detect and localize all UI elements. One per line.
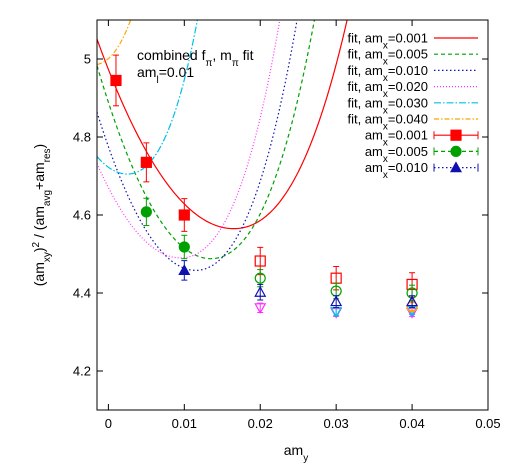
data-point-filled xyxy=(178,264,191,275)
annotation-line2: aml=0.01 xyxy=(137,64,194,86)
fit-curves xyxy=(97,20,348,271)
y-tick-label: 5 xyxy=(84,52,91,67)
data-point-open xyxy=(330,295,343,307)
x-tick-label: 0.04 xyxy=(399,416,424,431)
y-axis-label: (amxy)2 / (amavg+amres) xyxy=(31,144,53,286)
x-tick-label: 0.03 xyxy=(323,416,348,431)
x-axis-label: amy xyxy=(284,442,308,464)
data-point-open xyxy=(406,295,419,307)
data-point-filled xyxy=(140,206,152,218)
fit-curve-3 xyxy=(97,20,298,271)
fit-curve-5 xyxy=(97,20,198,175)
legend-label: fit, amx=0.010 xyxy=(347,63,428,84)
annotation-line1: combined fπ, mπ fit xyxy=(137,47,254,69)
legend-label: fit, amx=0.001 xyxy=(347,31,428,52)
data-point-open xyxy=(254,272,266,284)
data-point-filled xyxy=(178,209,190,221)
legend-label: amx=0.005 xyxy=(365,144,428,165)
fit-curve-4 xyxy=(97,20,281,259)
legend-label: amx=0.010 xyxy=(365,160,428,181)
data-point-filled xyxy=(140,156,152,168)
data-point-open xyxy=(254,255,266,267)
x-axis-ticks: 0 0.01 0.02 0.03 0.04 0.05 xyxy=(105,20,501,431)
fit-curve-2 xyxy=(97,20,316,260)
x-tick-label: 0 xyxy=(105,416,112,431)
y-tick-label: 4.8 xyxy=(73,130,91,145)
legend-label: fit, amx=0.030 xyxy=(347,95,428,116)
y-tick-label: 4.2 xyxy=(73,364,91,379)
legend-label: fit, amx=0.040 xyxy=(347,112,428,133)
x-tick-label: 0.02 xyxy=(248,416,273,431)
data-point-filled xyxy=(110,74,122,87)
x-tick-label: 0.01 xyxy=(172,416,197,431)
y-tick-label: 4.6 xyxy=(73,208,91,223)
data-point-open xyxy=(254,285,267,297)
data-points xyxy=(110,54,419,319)
x-tick-label: 0.05 xyxy=(475,416,500,431)
legend-label: fit, amx=0.005 xyxy=(347,47,428,67)
legend-label: amx=0.001 xyxy=(365,128,428,149)
data-point-open xyxy=(254,303,267,315)
y-axis-ticks: 4.2 4.4 4.6 4.8 5 xyxy=(73,52,488,379)
fit-curve-1 xyxy=(97,20,348,230)
legend-swatch-marker xyxy=(449,161,463,173)
y-tick-label: 4.4 xyxy=(73,286,91,301)
legend-swatch-marker xyxy=(450,145,462,157)
legend-label: fit, amx=0.020 xyxy=(347,79,428,100)
legend-swatch-marker xyxy=(450,129,462,141)
data-point-filled xyxy=(178,241,190,253)
